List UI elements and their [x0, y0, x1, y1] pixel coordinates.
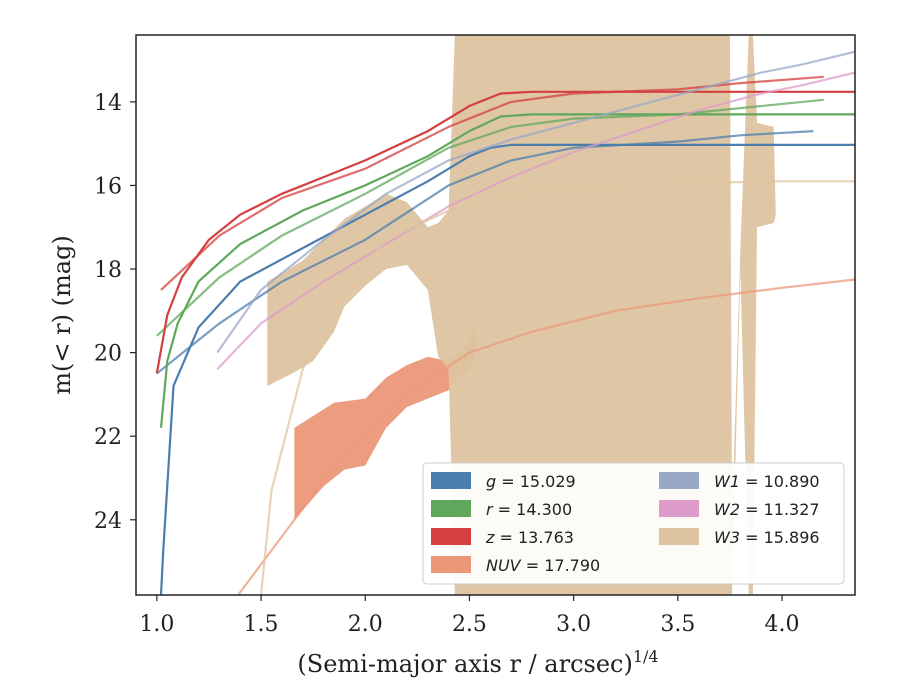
legend-swatch-z	[431, 528, 471, 545]
y-tick-label: 18	[94, 258, 122, 283]
legend-swatch-g	[431, 472, 471, 489]
x-tick-label: 4.0	[765, 612, 800, 637]
lines-layer	[155, 50, 855, 595]
legend-label-w2: W2 = 11.327	[714, 500, 820, 519]
legend-box	[422, 462, 845, 585]
w2-model-line	[216, 71, 855, 371]
w3-model-line	[259, 180, 855, 595]
x-tick-label: 2.0	[348, 612, 383, 637]
legend-swatch-nuv	[431, 556, 471, 573]
y-tick-label: 14	[94, 91, 122, 116]
r-profile-line	[159, 113, 855, 428]
x-tick-label: 2.5	[452, 612, 487, 637]
legend-label-w1: W1 = 10.890	[714, 472, 820, 491]
x-tick-label: 3.0	[556, 612, 591, 637]
y-tick-label: 22	[94, 425, 122, 450]
y-tick-label: 24	[94, 509, 122, 534]
legend-label-z: z = 13.763	[485, 528, 574, 547]
legend-swatch-w2	[659, 500, 699, 517]
nuv-uncertainty-band	[294, 327, 476, 520]
legend-swatch-r	[431, 500, 471, 517]
z-profile-line	[155, 90, 855, 374]
plot-frame	[135, 34, 856, 596]
legend-swatch-w3	[659, 528, 699, 545]
legend-label-w3: W3 = 15.896	[714, 528, 820, 547]
x-axis-label-main: (Semi-major axis r / arcsec)	[297, 650, 632, 678]
w1-model-line	[216, 50, 855, 354]
x-tick-label: 3.5	[660, 612, 695, 637]
y-tick-label: 16	[94, 174, 122, 199]
x-tick-label: 1.5	[244, 612, 279, 637]
w3-uncertainty-band	[267, 35, 776, 595]
g-profile-line	[159, 143, 855, 595]
legend: g = 15.029 r = 14.300 z = 13.763 NUV = 17.7…	[422, 462, 845, 585]
r-model-line	[156, 98, 824, 337]
legend-label-r: r = 14.300	[486, 500, 572, 519]
g-model-line	[156, 130, 814, 375]
x-axis-label: (Semi-major axis r / arcsec)1/4	[297, 647, 658, 678]
y-axis-label: m(< r) (mag)	[48, 235, 76, 394]
legend-label-g: g = 15.029	[486, 472, 576, 491]
bands-layer	[267, 35, 776, 595]
y-axis-ticks: 14 16 18 20 22 24	[94, 91, 136, 534]
y-tick-label: 20	[94, 342, 122, 367]
nuv-model-line	[237, 278, 855, 595]
legend-swatch-w1	[659, 472, 699, 489]
x-axis-label-superscript: 1/4	[633, 647, 659, 666]
x-tick-label: 1.0	[139, 612, 174, 637]
x-axis-ticks: 1.0 1.5 2.0 2.5 3.0 3.5 4.0	[139, 595, 800, 637]
legend-label-nuv: NUV = 17.790	[486, 556, 600, 575]
